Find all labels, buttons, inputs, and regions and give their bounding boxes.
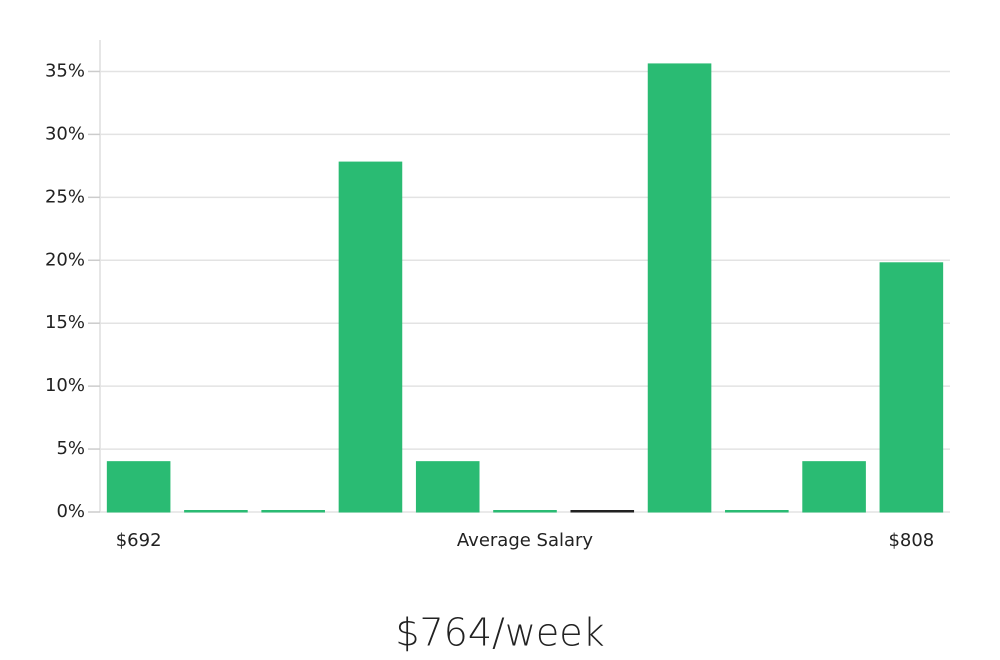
bar	[879, 262, 944, 513]
y-tick-label: 25%	[45, 186, 85, 207]
x-tick-label: $692	[116, 530, 162, 551]
average-salary: $764/week	[395, 611, 604, 655]
bar	[647, 63, 712, 513]
y-tick-label: 10%	[45, 375, 85, 396]
y-tick-label: 0%	[56, 501, 85, 522]
bar	[184, 510, 248, 513]
bar	[415, 461, 480, 513]
y-tick-label: 30%	[45, 123, 85, 144]
bar	[338, 161, 403, 513]
bar	[106, 461, 171, 513]
bar	[725, 510, 789, 513]
y-tick-label: 5%	[56, 438, 85, 459]
y-tick-label: 20%	[45, 249, 85, 270]
bar	[570, 510, 635, 513]
y-tick-label: 35%	[45, 60, 85, 81]
x-axis-label: Average Salary	[457, 530, 594, 551]
x-tick-label: $808	[888, 530, 934, 551]
bar	[802, 461, 866, 513]
y-tick-label: 15%	[45, 312, 85, 333]
bar	[261, 510, 325, 513]
bar	[493, 510, 557, 513]
